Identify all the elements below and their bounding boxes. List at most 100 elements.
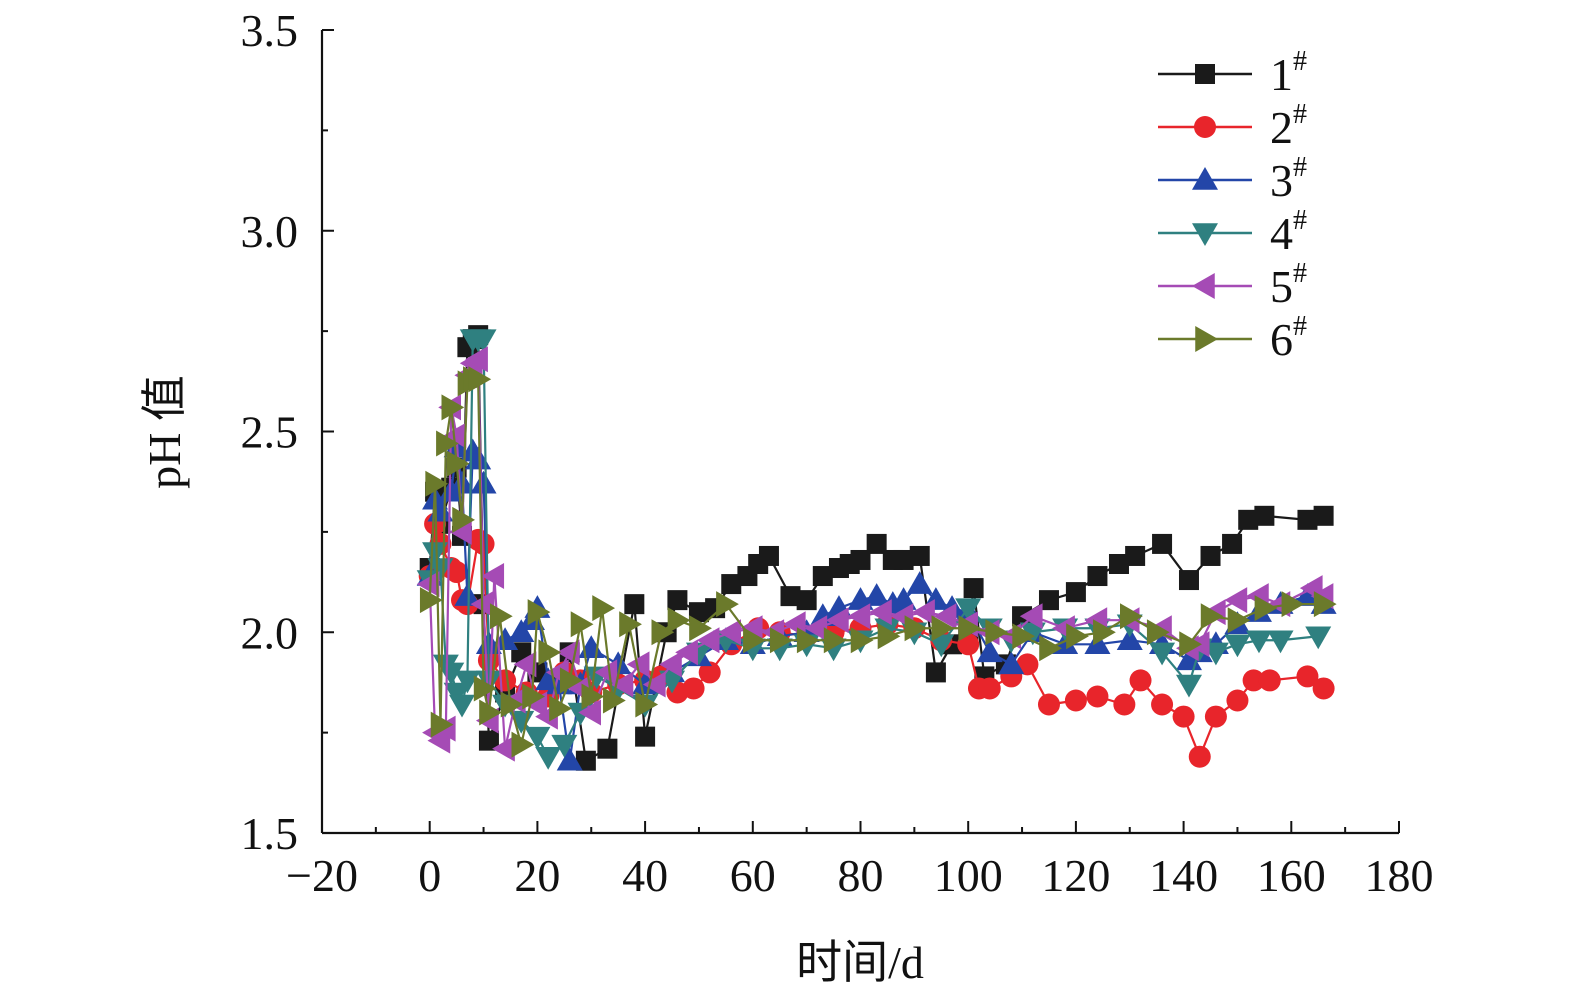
series-6-point	[1200, 603, 1224, 630]
series-1-point	[597, 738, 618, 759]
series-1-point	[1108, 553, 1129, 574]
series-3-point	[890, 587, 917, 610]
series-6-point	[500, 691, 524, 718]
legend-item-4: 4#	[1158, 205, 1307, 259]
series-2-point	[1296, 665, 1319, 688]
series-6-point	[769, 627, 793, 654]
series-6-point	[904, 615, 928, 642]
series-1-point	[635, 726, 656, 747]
series-4-point	[928, 634, 955, 658]
series-1-point	[1065, 582, 1086, 603]
series-2-point	[1226, 689, 1249, 712]
series-1-point	[925, 662, 946, 683]
series-2-point	[1242, 669, 1265, 692]
series-3-point	[508, 619, 535, 642]
legend-marker	[1192, 223, 1218, 246]
series-1-point	[1297, 509, 1318, 530]
series-1-point	[1200, 545, 1221, 566]
series-5-point	[718, 619, 742, 646]
legend-marker	[1195, 64, 1215, 84]
series-1-point	[575, 750, 596, 771]
y-tick-label: 1.5	[241, 808, 299, 859]
series-1-point	[1125, 545, 1146, 566]
series-6-point	[1012, 623, 1036, 650]
series-6-point	[436, 430, 459, 457]
series-6-point	[592, 595, 616, 622]
series-6-point	[479, 699, 502, 726]
series-2-point	[1258, 669, 1281, 692]
series-2-point	[682, 677, 705, 700]
series-4-point	[535, 746, 562, 770]
series-6-point	[1281, 591, 1305, 618]
x-tick-label: 80	[838, 850, 884, 901]
series-1-point	[850, 549, 871, 570]
series-6-point	[570, 611, 594, 638]
legend-marker	[1192, 167, 1218, 190]
series-3-point	[863, 583, 890, 606]
series-6-point	[473, 675, 497, 702]
legend-label: 4#	[1270, 205, 1307, 259]
series-2-point	[978, 677, 1001, 700]
series-5-point	[804, 615, 828, 642]
series-4-point	[427, 558, 454, 582]
y-tick-label: 3.0	[241, 206, 299, 257]
axes: −20 0 20 40 60 80 100 120 140 160 180 1.5 2.0 2.5 3.0…	[241, 5, 1434, 901]
series-1-point	[721, 574, 742, 595]
series-4	[416, 329, 1332, 770]
series-6	[419, 366, 1337, 758]
series-1-point	[812, 566, 833, 587]
legend-item-5: 5#	[1158, 258, 1307, 312]
series-5-point	[513, 651, 537, 678]
y-axis-label: pH 值	[139, 375, 190, 489]
series-3-point	[449, 470, 476, 494]
x-tick-label: 160	[1257, 850, 1326, 901]
x-tick-label: 120	[1041, 850, 1110, 901]
series-3-point	[1116, 627, 1143, 651]
series-6-point	[538, 639, 562, 666]
series-6-point	[1146, 619, 1170, 646]
x-tick-label: 100	[934, 850, 1003, 901]
series-5-point	[449, 518, 472, 545]
series-2-point	[698, 661, 721, 684]
series-4-point	[524, 726, 551, 750]
series-3-point	[998, 651, 1025, 675]
series-6-point	[1254, 595, 1278, 622]
series-5-point	[659, 651, 682, 678]
series-5-point	[1019, 603, 1043, 630]
legend-label: 5#	[1270, 258, 1307, 312]
series-6-point	[985, 619, 1009, 646]
series-1-point	[688, 602, 709, 623]
series-5-point	[578, 699, 601, 726]
series-5-point	[481, 563, 505, 590]
series-4-point	[422, 542, 449, 565]
series-6-point	[1093, 619, 1116, 646]
series-5-point	[465, 346, 488, 373]
y-tick-label: 3.5	[241, 5, 299, 56]
series-1-point	[963, 578, 984, 599]
series-6-point	[603, 687, 626, 714]
series-6-point	[1313, 591, 1337, 618]
series-1-point	[1038, 590, 1059, 611]
series-5-point	[933, 603, 957, 630]
series-2-point	[1312, 677, 1335, 700]
y-tick-label: 2.5	[241, 407, 299, 458]
series-1-point	[478, 730, 499, 751]
series-2-point	[1037, 693, 1060, 716]
series-1-point	[1254, 505, 1275, 526]
series-1-point	[1152, 533, 1173, 554]
series-3-point	[454, 583, 481, 606]
series-2-point	[1204, 705, 1227, 728]
series-1-point	[909, 545, 930, 566]
series-1-point	[624, 594, 645, 615]
series-1-point	[1238, 509, 1259, 530]
series-5-point	[492, 735, 515, 762]
series-1-point	[893, 549, 914, 570]
series-4-point	[1019, 622, 1046, 646]
series-6-point	[958, 615, 982, 642]
series-6-point	[511, 731, 535, 758]
series-6-point	[1179, 631, 1202, 658]
series-4-point	[443, 682, 470, 706]
x-tick-label: 40	[622, 850, 668, 901]
series-6-point	[489, 603, 513, 630]
